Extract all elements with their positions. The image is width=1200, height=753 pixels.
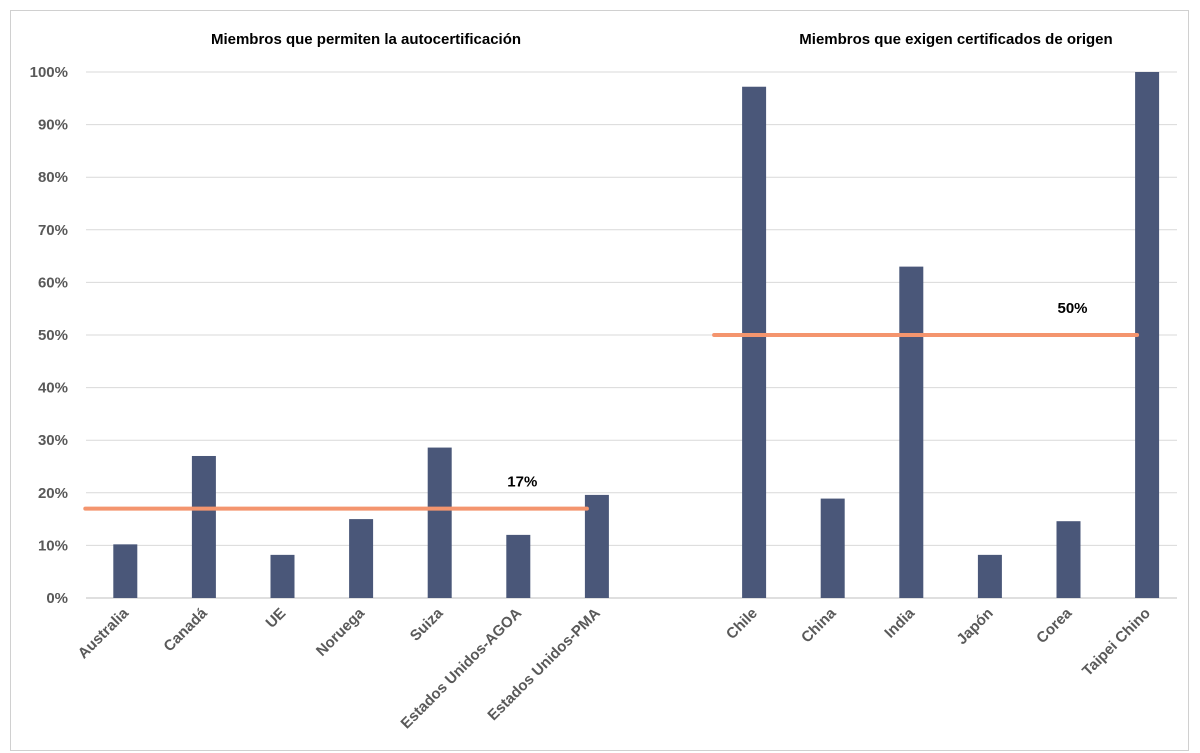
- x-tick-label: Canadá: [160, 604, 211, 655]
- y-tick-label: 70%: [38, 222, 68, 239]
- y-axis-ticks: 0% 10% 20% 30% 40% 50% 60% 70% 80% 90% 100%: [30, 64, 68, 607]
- chart-frame: [10, 10, 1189, 751]
- x-tick-label: Suiza: [407, 604, 447, 644]
- y-tick-label: 100%: [30, 64, 68, 81]
- x-tick-label: Taipei Chino: [1079, 605, 1154, 680]
- bar: [270, 554, 295, 598]
- x-tick-label: Corea: [1033, 604, 1076, 647]
- x-tick-label: China: [798, 604, 840, 646]
- group-titles: Miembros que permiten la autocertificaci…: [211, 31, 1113, 48]
- group-title: Miembros que exigen certificados de orig…: [799, 31, 1112, 48]
- bar: [899, 266, 924, 598]
- bar: [742, 86, 767, 598]
- y-tick-label: 90%: [38, 117, 68, 134]
- y-tick-label: 10%: [38, 537, 68, 554]
- x-tick-label: Chile: [723, 605, 761, 643]
- y-tick-label: 20%: [38, 485, 68, 502]
- bars: [113, 72, 1160, 598]
- group-title: Miembros que permiten la autocertificaci…: [211, 31, 521, 48]
- x-tick-label: Australia: [75, 604, 133, 662]
- bar: [349, 519, 374, 598]
- x-tick-label: UE: [263, 605, 290, 632]
- y-tick-label: 40%: [38, 380, 68, 397]
- bar: [584, 494, 609, 598]
- bar: [113, 544, 138, 598]
- bar: [820, 498, 845, 598]
- y-tick-label: 30%: [38, 432, 68, 449]
- average-lines: 17% 50%: [83, 300, 1140, 511]
- bar: [506, 534, 531, 598]
- average-label: 50%: [1057, 300, 1087, 317]
- x-tick-label: Noruega: [313, 604, 369, 660]
- bar: [977, 554, 1002, 598]
- bar: [1056, 521, 1081, 598]
- bar: [427, 447, 452, 598]
- y-tick-label: 80%: [38, 169, 68, 186]
- y-tick-label: 60%: [38, 274, 68, 291]
- bar: [191, 455, 216, 598]
- average-label: 17%: [507, 474, 537, 491]
- x-tick-label: India: [881, 604, 918, 641]
- y-tick-label: 0%: [46, 590, 68, 607]
- y-tick-label: 50%: [38, 327, 68, 344]
- x-tick-label: Japón: [953, 605, 996, 648]
